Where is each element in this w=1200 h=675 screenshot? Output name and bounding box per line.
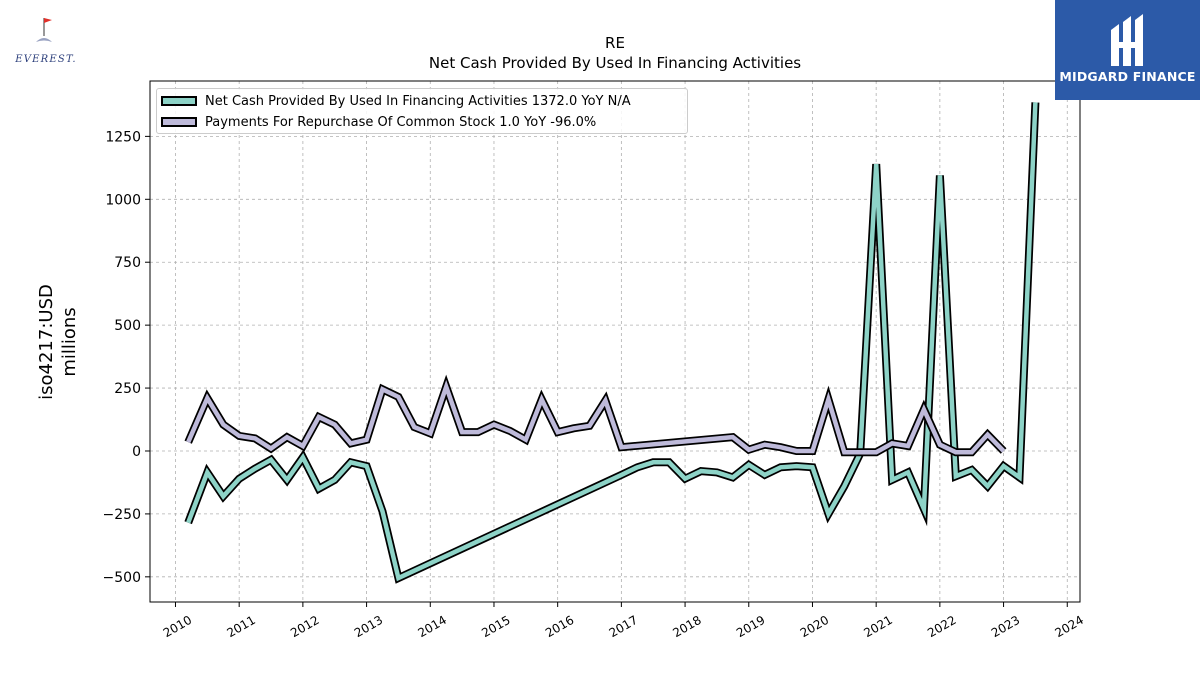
grid bbox=[150, 81, 1080, 602]
legend-label-financing: Net Cash Provided By Used In Financing A… bbox=[205, 93, 631, 109]
series-1 bbox=[184, 374, 1007, 457]
midgard-logo-text: MIDGARD FINANCE bbox=[1059, 69, 1196, 84]
legend-entry-financing: Net Cash Provided By Used In Financing A… bbox=[161, 92, 631, 110]
legend-swatch-repurchase bbox=[161, 117, 197, 127]
x-tick-label: 2010 bbox=[161, 613, 194, 640]
x-tick-label: 2015 bbox=[479, 613, 512, 640]
x-tick-label: 2018 bbox=[670, 613, 703, 640]
y-tick-label: 1250 bbox=[105, 129, 141, 145]
everest-logo-text: EVEREST. bbox=[15, 54, 77, 65]
x-tick-label: 2017 bbox=[607, 613, 640, 640]
y-tick-label: −250 bbox=[103, 507, 141, 523]
y-tick-label: 500 bbox=[114, 318, 141, 334]
y-axis-label-line1: iso4217:USD bbox=[36, 284, 57, 400]
x-tick-label: 2022 bbox=[925, 613, 958, 640]
chart-title: RE bbox=[605, 34, 625, 52]
y-tick-label: 0 bbox=[132, 444, 141, 460]
x-tick-label: 2013 bbox=[352, 613, 385, 640]
series-line bbox=[186, 102, 1038, 582]
y-tick-label: −500 bbox=[103, 570, 141, 586]
legend-swatch-financing bbox=[161, 96, 197, 106]
series-0 bbox=[184, 102, 1040, 584]
x-tick-label: 2021 bbox=[861, 613, 894, 640]
x-tick-label: 2023 bbox=[989, 613, 1022, 640]
legend-entry-repurchase: Payments For Repurchase Of Common Stock … bbox=[161, 113, 596, 131]
y-tick-label: 750 bbox=[114, 255, 141, 271]
x-tick-label: 2012 bbox=[288, 613, 321, 640]
x-tick-label: 2020 bbox=[798, 613, 831, 640]
plot-frame bbox=[149, 80, 1081, 603]
series-outline bbox=[184, 102, 1040, 584]
x-tick-label: 2016 bbox=[543, 613, 576, 640]
x-tick-label: 2019 bbox=[734, 613, 767, 640]
everest-logo: EVEREST. bbox=[6, 14, 86, 70]
midgard-mark-icon bbox=[1111, 14, 1143, 66]
chart-subtitle: Net Cash Provided By Used In Financing A… bbox=[429, 54, 801, 72]
x-tick-label: 2024 bbox=[1053, 613, 1086, 640]
midgard-finance-logo: MIDGARD FINANCE bbox=[1055, 0, 1200, 100]
y-axis-label: iso4217:USD millions bbox=[36, 284, 80, 400]
y-axis-label-line2: millions bbox=[59, 307, 80, 376]
x-tick-label: 2014 bbox=[416, 613, 449, 640]
legend: Net Cash Provided By Used In Financing A… bbox=[156, 88, 688, 134]
flag-icon bbox=[36, 18, 52, 42]
series-line bbox=[186, 379, 1006, 455]
y-tick-label: 1000 bbox=[105, 192, 141, 208]
y-axis: −500 −250 0 250 500 750 1000 1250 bbox=[103, 129, 150, 586]
x-axis: 2010 2011 2012 2013 2014 2015 2016 2017 2018 2019… bbox=[161, 602, 1086, 640]
legend-label-repurchase: Payments For Repurchase Of Common Stock … bbox=[205, 114, 597, 130]
series-layer bbox=[184, 102, 1040, 584]
y-tick-label: 250 bbox=[114, 381, 141, 397]
x-tick-label: 2011 bbox=[224, 613, 257, 640]
